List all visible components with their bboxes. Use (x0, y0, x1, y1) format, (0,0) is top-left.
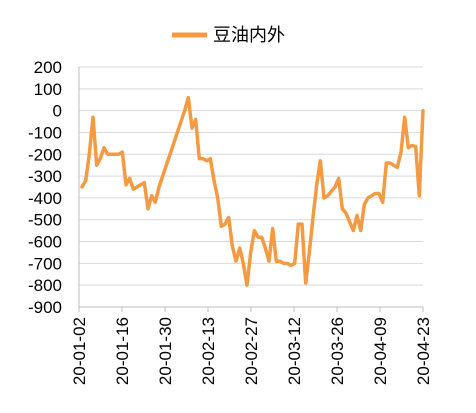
y-axis-tick-labels: 200 100 0 -100 -200 -300 -400 -500 -600 -700 -800 -… (28, 58, 62, 317)
x-tick-label: 20-01-02 (70, 317, 89, 385)
x-tick-label: 20-02-13 (199, 317, 218, 385)
x-tick-label: 20-04-23 (414, 317, 433, 385)
y-tick-label: -900 (28, 298, 62, 317)
legend: 豆油内外 (172, 25, 285, 45)
axes (78, 67, 424, 312)
gridlines (79, 66, 423, 286)
plot-area (80, 95, 425, 287)
y-tick-label: -300 (28, 167, 62, 186)
y-tick-label: -700 (28, 254, 62, 273)
x-tick-label: 20-03-12 (285, 317, 304, 385)
x-axis-tick-labels: 20-01-02 20-01-16 20-01-30 20-02-13 20-02-27… (70, 317, 433, 385)
legend-label: 豆油内外 (213, 25, 285, 45)
x-tick-label: 20-04-09 (371, 317, 390, 385)
y-tick-label: 100 (34, 80, 62, 99)
x-tick-label: 20-01-16 (113, 317, 132, 385)
y-tick-label: 0 (53, 102, 62, 121)
y-tick-label: -200 (28, 145, 62, 164)
x-tick-label: 20-02-27 (242, 317, 261, 385)
y-tick-label: -800 (28, 276, 62, 295)
x-tick-label: 20-03-26 (328, 317, 347, 385)
y-tick-label: -400 (28, 189, 62, 208)
y-tick-label: -100 (28, 123, 62, 142)
y-tick-label: -500 (28, 211, 62, 230)
series-line (80, 95, 425, 287)
x-tick-label: 20-01-30 (156, 317, 175, 385)
y-tick-label: -600 (28, 233, 62, 252)
y-tick-label: 200 (34, 58, 62, 77)
